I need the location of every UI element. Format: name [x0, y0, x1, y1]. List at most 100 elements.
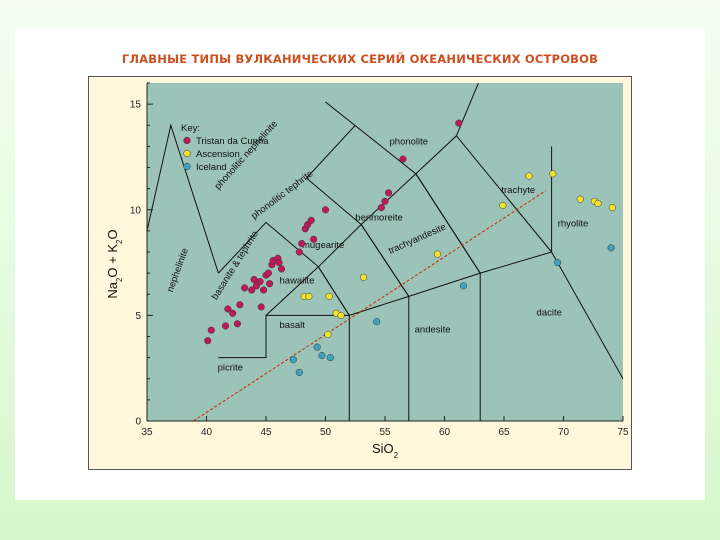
y-axis-subscript: 2 [115, 277, 124, 282]
data-point [360, 273, 368, 281]
x-tick-label: 40 [201, 427, 213, 438]
data-point [433, 250, 441, 258]
y-axis-text: O + K [105, 244, 120, 278]
data-point [324, 330, 332, 338]
data-point [241, 284, 249, 292]
data-point [576, 195, 584, 203]
x-axis-label: SiO2 [372, 441, 399, 460]
boundary-layer [147, 83, 623, 421]
point-layer [204, 119, 616, 376]
field-label: basalt [280, 320, 306, 331]
data-point [305, 292, 313, 300]
legend-label: Iceland [196, 162, 227, 173]
field-label: picrite [218, 362, 243, 373]
field-boundary-line [415, 173, 481, 274]
data-point [313, 343, 321, 351]
data-point [310, 235, 318, 243]
field-boundary-line [456, 135, 552, 253]
data-point [229, 309, 237, 317]
data-point [326, 354, 334, 362]
field-label: benmoreite [355, 212, 403, 223]
y-tick-label: 0 [135, 417, 141, 428]
x-tick-label: 65 [498, 427, 510, 438]
data-point [275, 259, 283, 267]
data-point [399, 155, 407, 163]
slide-title: ГЛАВНЫЕ ТИПЫ ВУЛКАНИЧЕСКИХ СЕРИЙ ОКЕАНИЧ… [121, 52, 599, 66]
data-point [277, 265, 286, 273]
data-point [204, 337, 212, 345]
y-axis-subscript: 2 [115, 239, 124, 244]
x-tick-label: 70 [558, 427, 570, 438]
y-tick-label: 15 [130, 100, 142, 111]
data-point [373, 318, 381, 326]
field-boundary-line [218, 221, 350, 421]
data-point [248, 286, 256, 294]
data-point [377, 204, 385, 212]
data-point [499, 201, 507, 210]
y-axis-label: Na2O + K2O [105, 229, 124, 298]
legend-label: Tristan da Cunha [196, 136, 269, 147]
data-point [256, 278, 264, 286]
field-boundary-line [317, 266, 350, 316]
data-point [325, 292, 333, 300]
data-point [337, 311, 345, 319]
field-label: rhyolite [558, 219, 589, 230]
field-boundary-line [360, 224, 410, 297]
data-point [381, 197, 389, 205]
data-point [257, 303, 265, 311]
x-axis-subscript: 2 [394, 451, 399, 460]
data-point [236, 301, 244, 309]
divider-layer [193, 190, 546, 422]
y-tick-label: 10 [130, 205, 142, 216]
x-tick-label: 60 [439, 427, 451, 438]
data-point [608, 204, 616, 212]
y-axis-text: O [105, 229, 120, 239]
legend: Key: Tristan da Cunha Ascension Iceland [181, 123, 269, 173]
data-point [455, 119, 463, 127]
x-tick-label: 45 [260, 427, 272, 438]
data-point [260, 286, 268, 294]
legend-marker [183, 162, 191, 171]
data-point [221, 322, 230, 330]
legend-title: Key: [181, 123, 200, 134]
data-point [525, 172, 533, 180]
y-tick-label: 5 [135, 311, 141, 322]
data-point [224, 305, 232, 313]
data-point [233, 320, 241, 328]
data-point [207, 326, 215, 334]
field-label: phonolite [390, 136, 429, 147]
data-point [459, 282, 468, 290]
legend-marker [183, 149, 191, 158]
field-label: trachyte [501, 185, 535, 196]
x-tick-label: 75 [617, 427, 629, 438]
data-point [554, 259, 562, 267]
x-tick-label: 35 [141, 427, 153, 438]
data-point [250, 275, 258, 284]
chart-frame: phonolite phonolitic nephelinite phonoliti… [88, 76, 632, 470]
legend-label: Ascension [196, 149, 240, 160]
data-point [307, 216, 315, 224]
data-point [594, 199, 602, 207]
y-axis-text: Na [105, 281, 120, 298]
field-boundary-line [147, 123, 219, 274]
data-point [266, 280, 274, 288]
field-label: hawaiite [280, 276, 315, 287]
data-point [549, 170, 557, 178]
alkaline-divider-line [193, 190, 546, 422]
data-point [321, 206, 330, 214]
data-point [264, 269, 272, 277]
plot-area [147, 83, 623, 421]
field-label: andesite [415, 324, 451, 335]
data-point [295, 248, 303, 256]
data-point [385, 189, 393, 197]
data-point [289, 356, 297, 364]
field-label: dacite [537, 307, 562, 318]
data-point [298, 239, 306, 248]
x-tick-label: 50 [320, 427, 332, 438]
data-point [607, 244, 615, 252]
legend-marker [183, 136, 191, 145]
data-point [295, 368, 303, 376]
field-label: mugearite [302, 240, 344, 251]
